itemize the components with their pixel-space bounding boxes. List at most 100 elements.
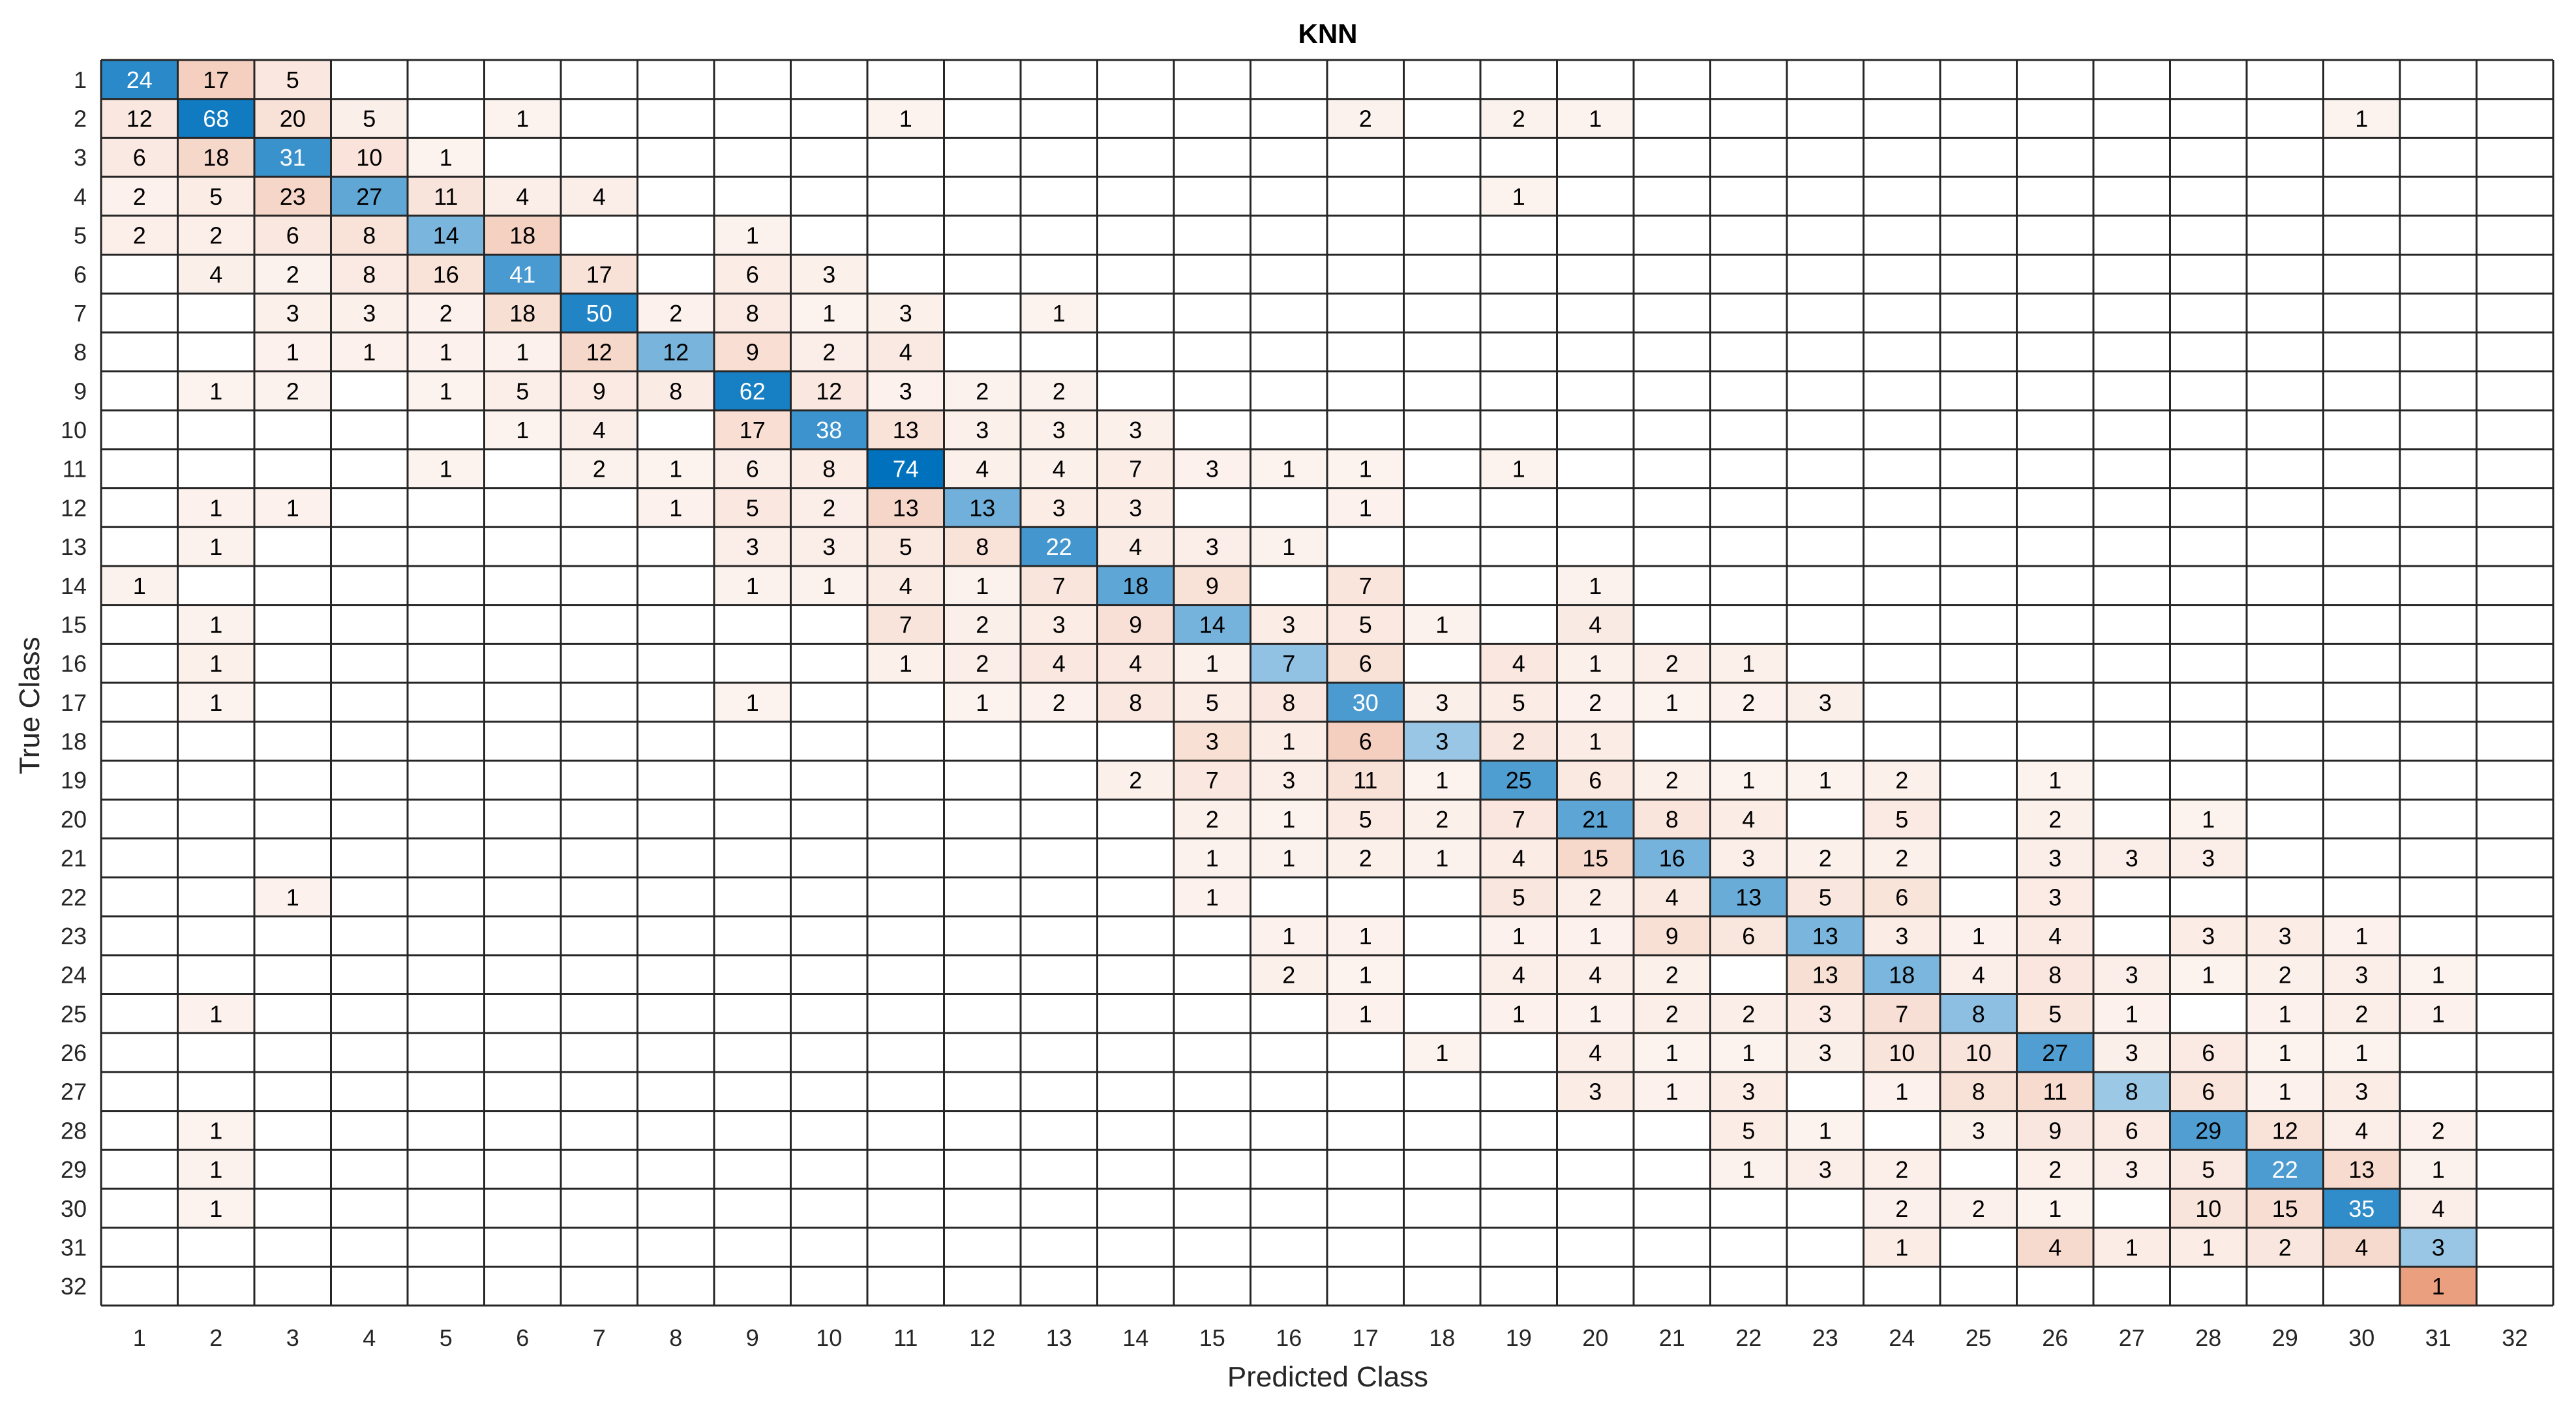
- cell-value: 3: [1282, 611, 1295, 638]
- cell-value: 1: [209, 650, 222, 677]
- cell-fill: [331, 98, 408, 138]
- cell-fill: [2016, 1227, 2093, 1267]
- cell-fill: [1557, 605, 1634, 644]
- cell-fill: [867, 527, 944, 566]
- matrix-cell: 4: [561, 177, 638, 216]
- cell-fill: [1097, 760, 1174, 800]
- cell-fill: [2323, 1111, 2400, 1150]
- matrix-cell: 6: [1710, 916, 1787, 955]
- matrix-cell: 9: [714, 332, 791, 372]
- cell-value: 1: [2125, 1234, 2138, 1261]
- matrix-cell: 1: [1480, 449, 1557, 488]
- matrix-cell: 4: [177, 254, 254, 294]
- cell-fill: [1097, 449, 1174, 488]
- cell-value: 3: [1129, 417, 1142, 443]
- cell-value: 11: [434, 183, 458, 210]
- matrix-cell: 13: [867, 488, 944, 528]
- cell-fill: [2247, 1033, 2324, 1072]
- cell-fill: [1710, 760, 1787, 800]
- cell-fill: [1634, 838, 1711, 878]
- cell-fill: [1250, 760, 1327, 800]
- matrix-cell: 35: [2323, 1188, 2400, 1228]
- cell-value: 1: [2202, 1234, 2215, 1261]
- y-tick-label: 23: [61, 923, 87, 949]
- cell-value: 1: [1819, 1117, 1832, 1144]
- cell-fill: [177, 488, 254, 528]
- matrix-cell: 1: [2400, 955, 2477, 994]
- cell-value: 1: [2432, 1000, 2445, 1027]
- cell-fill: [2170, 916, 2247, 955]
- matrix-cell: 17: [561, 254, 638, 294]
- matrix-cell: 3: [944, 410, 1021, 449]
- cell-fill: [1787, 877, 1864, 917]
- matrix-cell: 1: [2323, 1033, 2400, 1072]
- matrix-cell: 41: [484, 254, 561, 294]
- cell-fill: [1557, 838, 1634, 878]
- cell-value: 1: [822, 300, 835, 327]
- cell-fill: [1480, 449, 1557, 488]
- cell-fill: [1710, 1150, 1787, 1189]
- matrix-cell: 3: [790, 527, 867, 566]
- cell-fill: [867, 644, 944, 683]
- cell-fill: [1097, 565, 1174, 605]
- cell-fill: [944, 605, 1021, 644]
- cell-fill: [1557, 994, 1634, 1034]
- matrix-cell: 18: [484, 293, 561, 333]
- matrix-cell: 1: [1787, 1111, 1864, 1150]
- matrix-cell: 5: [484, 371, 561, 411]
- cell-fill: [1250, 799, 1327, 839]
- matrix-cell: 2: [2400, 1111, 2477, 1150]
- cell-value: 6: [1895, 884, 1908, 910]
- cell-fill: [1634, 799, 1711, 839]
- cell-value: 5: [1742, 1117, 1755, 1144]
- cell-value: 1: [1512, 923, 1525, 949]
- cell-fill: [1327, 916, 1404, 955]
- matrix-cell: 1: [177, 527, 254, 566]
- cell-value: 16: [433, 261, 459, 288]
- cell-fill: [1174, 565, 1251, 605]
- cell-fill: [1327, 760, 1404, 800]
- y-tick-label: 17: [61, 689, 87, 716]
- cell-value: 3: [2279, 923, 2292, 949]
- matrix-cell: 1: [177, 1111, 254, 1150]
- cell-value: 3: [899, 378, 912, 404]
- x-axis-label: Predicted Class: [1227, 1361, 1428, 1393]
- x-tick-label: 18: [1429, 1324, 1455, 1351]
- cell-value: 1: [899, 650, 912, 677]
- cell-value: 22: [1046, 533, 1072, 560]
- cell-fill: [867, 488, 944, 528]
- matrix-cell: 1: [1403, 1033, 1480, 1072]
- cell-fill: [2247, 916, 2324, 955]
- y-tick-label: 13: [61, 533, 87, 560]
- matrix-cell: 5: [254, 60, 331, 99]
- matrix-cell: 2: [2323, 994, 2400, 1034]
- cell-fill: [1480, 799, 1557, 839]
- cell-fill: [1787, 1150, 1864, 1189]
- cell-value: 4: [1053, 456, 1066, 483]
- cell-fill: [1557, 1071, 1634, 1111]
- cell-fill: [331, 177, 408, 216]
- matrix-cell: 3: [867, 371, 944, 411]
- cell-fill: [484, 98, 561, 138]
- matrix-cell: 8: [944, 527, 1021, 566]
- cell-value: 6: [133, 144, 146, 171]
- matrix-cell: 3: [1250, 760, 1327, 800]
- cell-value: 2: [976, 650, 989, 677]
- matrix-cell: 8: [331, 215, 408, 255]
- cell-value: 5: [2048, 1000, 2061, 1027]
- cell-fill: [2323, 1033, 2400, 1072]
- y-tick-label: 32: [61, 1273, 87, 1300]
- matrix-cell: 7: [1480, 799, 1557, 839]
- cell-value: 3: [822, 261, 835, 288]
- matrix-cell: 1: [1021, 293, 1098, 333]
- matrix-cell: 74: [867, 449, 944, 488]
- matrix-cell: 3: [1863, 916, 1940, 955]
- cell-value: 8: [1972, 1000, 1985, 1027]
- cell-value: 10: [2195, 1195, 2221, 1222]
- cell-fill: [1634, 683, 1711, 722]
- cell-fill: [331, 215, 408, 255]
- cell-fill: [1327, 488, 1404, 528]
- cell-fill: [790, 410, 867, 449]
- cell-value: 1: [2355, 106, 2368, 132]
- cell-value: 2: [593, 456, 606, 483]
